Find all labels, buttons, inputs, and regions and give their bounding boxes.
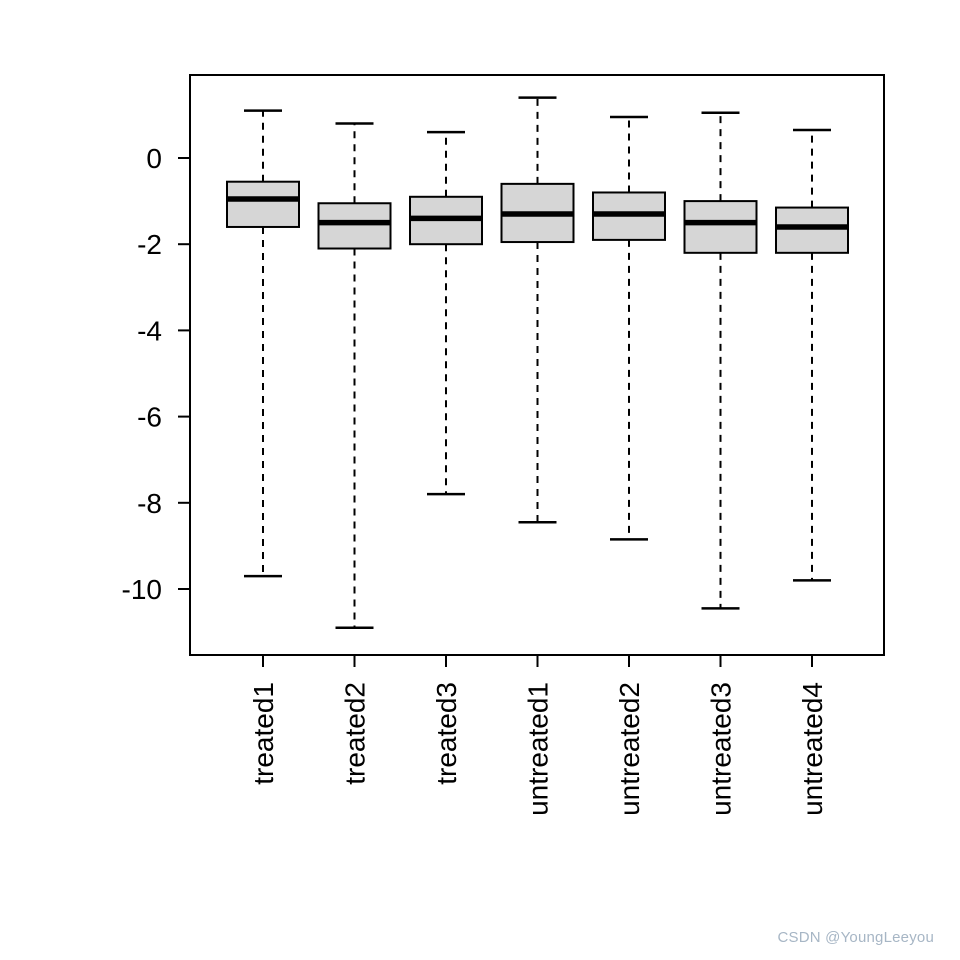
box-treated2 xyxy=(317,202,392,250)
x-tick-label: treated3 xyxy=(431,682,462,785)
x-tick-label: untreated4 xyxy=(797,682,828,816)
y-tick-label: -8 xyxy=(137,488,162,519)
x-tick-label: untreated2 xyxy=(614,682,645,816)
box-untreated3 xyxy=(683,200,758,254)
y-tick-label: -2 xyxy=(137,229,162,260)
x-tick-label: treated1 xyxy=(248,682,279,785)
y-tick-label: -6 xyxy=(137,402,162,433)
y-tick-label: 0 xyxy=(146,143,162,174)
x-tick-label: untreated3 xyxy=(706,682,737,816)
y-tick-label: -4 xyxy=(137,315,162,346)
box-untreated4 xyxy=(775,206,849,254)
watermark-text: CSDN @YoungLeeyou xyxy=(777,929,934,946)
y-tick-label: -10 xyxy=(122,574,162,605)
x-tick-label: untreated1 xyxy=(523,682,554,816)
x-tick-label: treated2 xyxy=(340,682,371,785)
box-treated1 xyxy=(226,180,300,228)
